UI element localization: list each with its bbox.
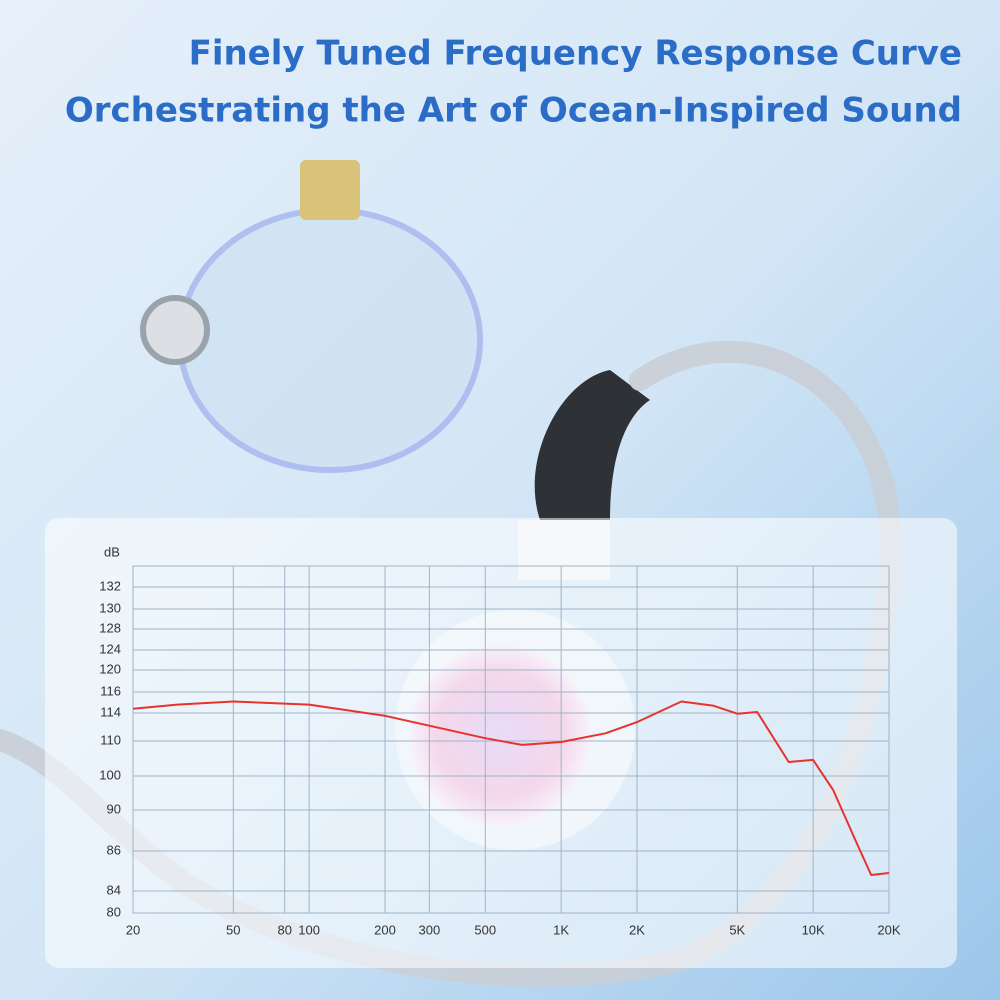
y-tick-label: 130 xyxy=(99,600,121,615)
y-tick-label: 84 xyxy=(107,882,121,897)
y-tick-label: 80 xyxy=(107,904,121,919)
y-tick-label: 90 xyxy=(107,801,121,816)
y-tick-label: 132 xyxy=(99,578,121,593)
x-tick-label: 10K xyxy=(802,922,825,937)
y-axis-label: dB xyxy=(104,544,120,559)
x-tick-label: 100 xyxy=(298,922,320,937)
chart-panel xyxy=(45,518,957,968)
y-tick-label: 110 xyxy=(100,732,121,747)
y-tick-label: 114 xyxy=(100,704,121,719)
x-tick-label: 80 xyxy=(277,922,291,937)
chart-subtitle: Orchestrating the Art of Ocean-Inspired … xyxy=(65,91,962,131)
x-tick-label: 500 xyxy=(474,922,496,937)
x-tick-label: 300 xyxy=(419,922,441,937)
x-tick-label: 20 xyxy=(126,922,140,937)
y-tick-label: 86 xyxy=(107,842,121,857)
plot: 80 84 86 90 100 110 114 116 120 124 128 130 132 20 50 8… xyxy=(99,565,901,937)
chart-title: Finely Tuned Frequency Response Curve xyxy=(189,34,962,74)
x-tick-label: 5K xyxy=(729,922,745,937)
y-tick-label: 120 xyxy=(99,661,121,676)
x-tick-label: 2K xyxy=(629,922,645,937)
response-curve xyxy=(132,700,890,876)
y-tick-label: 100 xyxy=(99,767,121,782)
x-tick-label: 1K xyxy=(553,922,569,937)
y-tick-label: 116 xyxy=(100,683,121,698)
y-tick-label: 124 xyxy=(99,641,121,656)
x-tick-label: 50 xyxy=(226,922,240,937)
y-tick-label: 128 xyxy=(99,620,121,635)
x-tick-label: 20K xyxy=(877,922,900,937)
x-tick-label: 200 xyxy=(374,922,396,937)
